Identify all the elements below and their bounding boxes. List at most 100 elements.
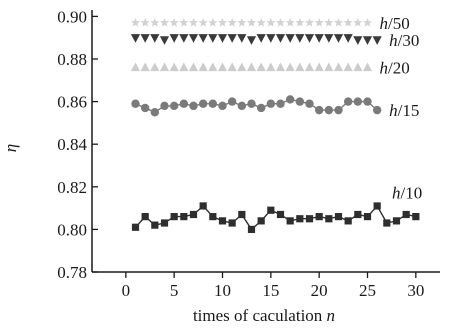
data-point: [304, 17, 315, 27]
y-tick-label: 0.82: [57, 178, 87, 197]
data-point: [276, 210, 285, 219]
data-point: [130, 62, 141, 72]
data-point: [256, 62, 266, 72]
y-tick-label: 0.86: [57, 93, 87, 112]
y-tick-label: 0.88: [57, 50, 87, 69]
data-point: [412, 213, 420, 221]
data-point: [305, 99, 314, 108]
data-point: [353, 17, 363, 27]
x-tick-label: 10: [214, 281, 231, 300]
data-point: [169, 62, 179, 72]
data-point: [227, 97, 237, 106]
data-point: [362, 62, 373, 72]
data-point: [140, 103, 150, 113]
data-point: [246, 36, 257, 45]
data-point: [131, 99, 140, 108]
data-point: [188, 62, 199, 72]
series-label-suffix: /50: [388, 14, 410, 33]
data-point: [315, 213, 323, 221]
data-point: [314, 62, 324, 72]
data-point: [373, 202, 381, 210]
data-point: [227, 34, 237, 43]
data-point: [169, 17, 179, 27]
data-point: [150, 17, 160, 27]
data-point: [217, 62, 228, 72]
data-point: [140, 62, 150, 72]
series-label: h/50: [380, 14, 410, 33]
data-point: [266, 62, 276, 72]
data-point: [333, 34, 344, 43]
data-point: [344, 217, 352, 225]
data-point: [372, 105, 382, 115]
data-point: [295, 34, 305, 43]
data-point: [247, 225, 256, 233]
data-point: [209, 213, 217, 221]
series-label-variable: h: [380, 14, 389, 33]
x-tick-label: 0: [122, 281, 131, 300]
data-point: [179, 34, 189, 43]
data-point: [170, 213, 178, 221]
data-point: [266, 34, 276, 43]
data-point: [150, 108, 160, 117]
data-point: [169, 34, 179, 43]
data-point: [353, 36, 363, 45]
data-point: [208, 17, 218, 27]
data-point: [237, 62, 247, 72]
data-point: [266, 17, 276, 27]
data-point: [256, 17, 266, 27]
data-point: [286, 217, 294, 225]
data-point: [169, 101, 179, 111]
data-point: [314, 17, 324, 27]
data-point: [246, 17, 257, 27]
data-point: [159, 36, 170, 45]
x-tick-label: 5: [170, 281, 179, 300]
x-axis-title: times of caculation n: [193, 306, 335, 325]
data-point: [333, 17, 344, 27]
data-point: [354, 210, 362, 219]
series-label-variable: h: [380, 59, 389, 78]
data-point: [285, 95, 295, 104]
data-point: [304, 62, 315, 72]
data-point: [150, 34, 160, 43]
data-point: [179, 17, 189, 27]
data-point: [304, 34, 315, 43]
data-point: [343, 97, 353, 106]
y-tick-label: 0.90: [57, 7, 87, 26]
data-point: [295, 97, 305, 106]
data-point: [296, 215, 304, 223]
data-point: [363, 97, 372, 106]
data-point: [324, 34, 334, 43]
data-point: [189, 210, 198, 219]
data-point: [256, 103, 266, 113]
data-point: [343, 34, 353, 43]
data-point: [179, 62, 189, 72]
series-label: h/20: [380, 59, 410, 78]
data-point: [198, 17, 208, 27]
data-point: [257, 217, 265, 225]
data-point: [266, 99, 276, 108]
data-point: [275, 34, 286, 43]
data-point: [295, 17, 305, 27]
data-point: [276, 99, 285, 108]
data-point: [131, 223, 140, 231]
data-point: [159, 17, 170, 27]
data-point: [372, 36, 382, 45]
data-point: [160, 101, 169, 111]
data-point: [314, 34, 324, 43]
data-point: [267, 206, 275, 214]
series-label-suffix: /10: [401, 184, 423, 203]
data-point: [402, 210, 410, 219]
data-point: [198, 99, 208, 108]
series-label: h/15: [389, 101, 419, 120]
y-axis-title: η: [1, 144, 20, 152]
data-point: [353, 97, 363, 106]
data-point: [228, 219, 236, 227]
data-point: [218, 217, 227, 225]
x-axis-title-variable: n: [327, 306, 336, 325]
series-label: h/10: [392, 184, 422, 203]
data-point: [305, 215, 314, 223]
data-point: [324, 105, 334, 115]
data-point: [275, 17, 286, 27]
data-point: [199, 202, 207, 210]
data-point: [140, 17, 150, 27]
